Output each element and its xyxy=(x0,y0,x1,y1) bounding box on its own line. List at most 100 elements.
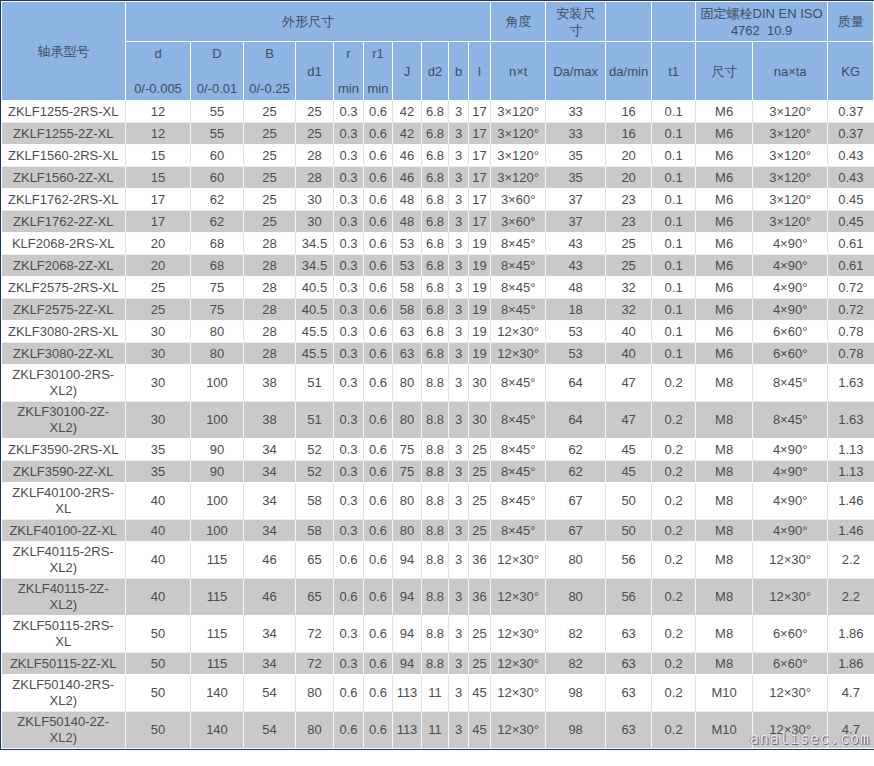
table-row: ZKLF1560-2Z-XL156025280.30.6466.83173×12… xyxy=(2,167,874,189)
spec-value-cell: 8×45° xyxy=(491,277,546,299)
spec-value-cell: 0.3 xyxy=(334,167,364,189)
spec-value-cell: 12 xyxy=(126,101,191,123)
spec-value-cell: 19 xyxy=(469,343,491,365)
spec-value-cell: 8.8 xyxy=(422,483,449,520)
header-J: J xyxy=(393,42,422,101)
spec-value-cell: 3×120° xyxy=(491,123,546,145)
spec-value-cell: 40 xyxy=(126,483,191,520)
spec-value-cell: 82 xyxy=(546,616,606,653)
header-B-tolerance: 0/-0.25 xyxy=(246,80,293,97)
spec-value-cell: 42 xyxy=(393,123,422,145)
spec-value-cell: 37 xyxy=(546,189,606,211)
bearing-model-cell: ZKLF40115-2Z-XL2) xyxy=(2,579,126,616)
spec-value-cell: 8.8 xyxy=(422,439,449,461)
spec-value-cell: 46 xyxy=(244,542,296,579)
spec-value-cell: 51 xyxy=(296,365,334,402)
spec-value-cell: 6.8 xyxy=(422,321,449,343)
spec-value-cell: M6 xyxy=(696,211,753,233)
spec-value-cell: 30 xyxy=(296,189,334,211)
header-r1-min: min xyxy=(366,80,390,97)
spec-value-cell: 100 xyxy=(191,483,244,520)
spec-value-cell: 25 xyxy=(469,616,491,653)
spec-value-cell: 35 xyxy=(126,461,191,483)
spec-value-cell: 0.6 xyxy=(364,402,393,439)
spec-value-cell: 40 xyxy=(126,520,191,542)
spec-value-cell: 40 xyxy=(126,542,191,579)
spec-value-cell: 0.2 xyxy=(652,675,696,712)
spec-value-cell: 140 xyxy=(191,675,244,712)
bearing-model-cell: ZKLF50115-2RS-XL xyxy=(2,616,126,653)
spec-value-cell: 4×90° xyxy=(753,277,828,299)
header-r1-label: r1 xyxy=(366,45,390,62)
spec-value-cell: 17 xyxy=(469,211,491,233)
spec-value-cell: 0.3 xyxy=(334,321,364,343)
spec-value-cell: 28 xyxy=(244,255,296,277)
header-mass-group: 质量 xyxy=(828,2,874,42)
spec-value-cell: 12 xyxy=(126,123,191,145)
bearing-model-cell: ZKLF50115-2Z-XL xyxy=(2,653,126,675)
spec-value-cell: 50 xyxy=(126,616,191,653)
spec-value-cell: 34 xyxy=(244,653,296,675)
table-row: ZKLF50115-2Z-XL5011534720.30.6948.832512… xyxy=(2,653,874,675)
spec-value-cell: 54 xyxy=(244,675,296,712)
spec-value-cell: 25 xyxy=(606,255,652,277)
spec-value-cell: 8×45° xyxy=(753,402,828,439)
header-naxta: na×ta xyxy=(753,42,828,101)
spec-value-cell: 1.13 xyxy=(828,439,874,461)
spec-value-cell: 0.3 xyxy=(334,145,364,167)
spec-value-cell: 115 xyxy=(191,579,244,616)
spec-value-cell: 0.6 xyxy=(364,439,393,461)
spec-value-cell: 6×60° xyxy=(753,616,828,653)
spec-value-cell: 0.6 xyxy=(364,233,393,255)
spec-value-cell: 0.45 xyxy=(828,189,874,211)
spec-value-cell: 46 xyxy=(244,579,296,616)
spec-value-cell: 37 xyxy=(546,211,606,233)
spec-value-cell: 30 xyxy=(469,402,491,439)
table-row: ZKLF2575-2Z-XL25752840.50.30.6586.83198×… xyxy=(2,299,874,321)
spec-value-cell: 0.6 xyxy=(364,365,393,402)
spec-value-cell: 34 xyxy=(244,483,296,520)
spec-value-cell: 12×30° xyxy=(753,579,828,616)
spec-value-cell: 40.5 xyxy=(296,299,334,321)
spec-value-cell: 80 xyxy=(393,483,422,520)
spec-value-cell: 40 xyxy=(126,579,191,616)
spec-value-cell: 80 xyxy=(191,321,244,343)
spec-value-cell: 8×45° xyxy=(491,439,546,461)
spec-value-cell: 0.78 xyxy=(828,321,874,343)
spec-value-cell: 94 xyxy=(393,579,422,616)
spec-value-cell: 25 xyxy=(469,483,491,520)
spec-value-cell: M8 xyxy=(696,653,753,675)
spec-value-cell: 19 xyxy=(469,233,491,255)
spec-value-cell: 8.8 xyxy=(422,542,449,579)
spec-value-cell: 80 xyxy=(393,520,422,542)
spec-value-cell: 12×30° xyxy=(753,542,828,579)
spec-value-cell: 0.3 xyxy=(334,483,364,520)
header-t1: t1 xyxy=(652,42,696,101)
spec-value-cell: 1.86 xyxy=(828,653,874,675)
spec-value-cell: 8×45° xyxy=(491,255,546,277)
spec-value-cell: 3×120° xyxy=(491,167,546,189)
spec-value-cell: 3 xyxy=(449,579,469,616)
spec-value-cell: M8 xyxy=(696,402,753,439)
bearing-model-cell: ZKLF2575-2Z-XL xyxy=(2,299,126,321)
spec-value-cell: M6 xyxy=(696,123,753,145)
table-row: ZKLF2575-2RS-XL25752840.50.30.6586.83198… xyxy=(2,277,874,299)
spec-value-cell: 67 xyxy=(546,520,606,542)
spec-value-cell: 3 xyxy=(449,520,469,542)
header-l: l xyxy=(469,42,491,101)
spec-value-cell: 11 xyxy=(422,712,449,749)
spec-value-cell: 17 xyxy=(469,101,491,123)
spec-value-cell: 50 xyxy=(126,653,191,675)
spec-value-cell: M8 xyxy=(696,616,753,653)
spec-value-cell: 0.61 xyxy=(828,233,874,255)
table-row: ZKLF50140-2Z-XL2)5014054800.60.611311345… xyxy=(2,712,874,749)
header-B-label: B xyxy=(246,45,293,62)
spec-value-cell: 30 xyxy=(126,343,191,365)
spec-value-cell: 35 xyxy=(126,439,191,461)
spec-value-cell: 8.8 xyxy=(422,402,449,439)
spec-value-cell: 0.2 xyxy=(652,365,696,402)
spec-value-cell: 90 xyxy=(191,439,244,461)
bearing-model-cell: ZKLF40100-2Z-XL xyxy=(2,520,126,542)
spec-value-cell: 0.2 xyxy=(652,616,696,653)
spec-value-cell: 36 xyxy=(469,579,491,616)
